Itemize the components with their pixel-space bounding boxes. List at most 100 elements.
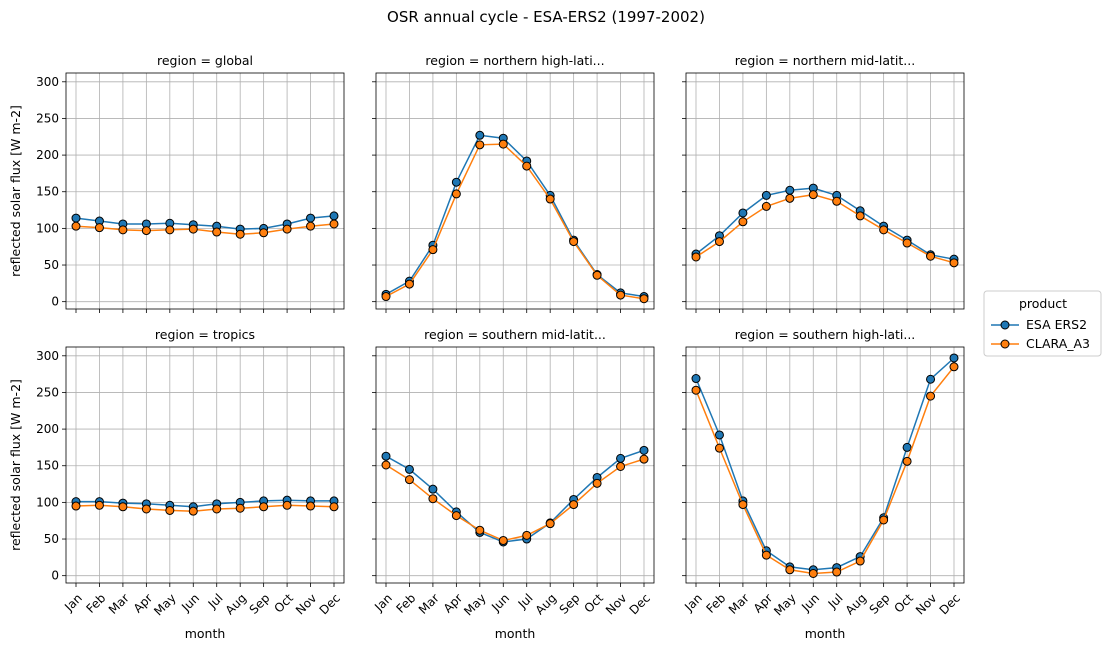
x-tick-label: Jun (488, 591, 512, 615)
x-tick-label: Mar (726, 591, 752, 617)
data-point-clara-a3 (738, 217, 748, 227)
data-point-clara-a3 (329, 219, 339, 229)
data-point-esa-ers2 (329, 211, 339, 221)
x-tick-label: Jan (61, 591, 85, 615)
x-tick-label: May (771, 591, 798, 618)
data-point-clara-a3 (475, 525, 485, 535)
data-point-clara-a3 (306, 501, 316, 511)
legend-esa-ers2-marker (1000, 320, 1010, 330)
x-tick-label: May (151, 591, 178, 618)
data-point-clara-a3 (902, 238, 912, 248)
x-tick-label: Nov (293, 591, 319, 617)
panel-title: region = southern mid-latit... (424, 327, 606, 342)
data-point-clara-a3 (832, 196, 842, 206)
y-tick-label: 300 (36, 349, 59, 363)
data-point-clara-a3 (616, 290, 626, 300)
data-point-clara-a3 (404, 279, 414, 289)
data-point-clara-a3 (522, 161, 532, 171)
x-tick-label: Dec (937, 591, 963, 617)
x-tick-label: Sep (557, 591, 583, 617)
x-tick-label: Dec (317, 591, 343, 617)
data-point-esa-ers2 (616, 453, 626, 463)
axes-frame (375, 346, 655, 584)
data-point-clara-a3 (832, 567, 842, 577)
data-point-clara-a3 (381, 292, 391, 302)
y-tick-label: 150 (36, 459, 59, 473)
data-point-esa-ers2 (639, 445, 649, 455)
data-point-esa-ers2 (428, 484, 438, 494)
data-point-esa-ers2 (761, 190, 771, 200)
data-point-clara-a3 (428, 245, 438, 255)
y-tick-label: 200 (36, 422, 59, 436)
x-tick-label: Nov (603, 591, 629, 617)
data-point-esa-ers2 (714, 430, 724, 440)
panel-4: region = tropics 0 50 100 150 200 250 300 JanFeb… (8, 327, 345, 641)
data-point-clara-a3 (498, 535, 508, 545)
data-point-clara-a3 (212, 227, 222, 237)
data-point-clara-a3 (616, 461, 626, 471)
x-tick-label: Apr (131, 591, 156, 616)
data-point-clara-a3 (141, 226, 151, 236)
panel-1: region = global 0 50 100 150 200 250 300 reflect… (8, 53, 345, 313)
legend-title: product (1019, 296, 1067, 311)
data-point-clara-a3 (282, 224, 292, 234)
data-point-esa-ers2 (381, 451, 391, 461)
panel-3: region = northern mid-latit... (682, 53, 965, 313)
data-point-clara-a3 (259, 502, 269, 512)
data-point-clara-a3 (545, 519, 555, 529)
y-tick-label: 100 (36, 495, 59, 509)
x-tick-label: Feb (83, 591, 108, 616)
y-tick-label: 100 (36, 221, 59, 235)
data-point-clara-a3 (545, 194, 555, 204)
data-point-clara-a3 (94, 500, 104, 510)
data-point-clara-a3 (949, 258, 959, 268)
data-point-clara-a3 (71, 501, 81, 511)
data-point-clara-a3 (855, 211, 865, 221)
data-point-clara-a3 (808, 190, 818, 200)
data-point-clara-a3 (926, 251, 936, 261)
x-tick-label: Mar (106, 591, 132, 617)
data-point-clara-a3 (282, 500, 292, 510)
data-point-clara-a3 (691, 252, 701, 262)
series-line-esa-ers2 (75, 215, 335, 230)
chart-title: OSR annual cycle - ESA-ERS2 (1997-2002) (387, 8, 705, 26)
x-tick-label: Aug (223, 591, 249, 617)
x-tick-label: Oct (581, 591, 606, 616)
x-tick-label: Mar (416, 591, 442, 617)
series-line-clara-a3 (385, 143, 645, 300)
data-point-clara-a3 (902, 456, 912, 466)
data-point-esa-ers2 (926, 374, 936, 384)
series-line-esa-ers2 (385, 449, 645, 543)
data-point-clara-a3 (259, 228, 269, 238)
series-line-clara-a3 (75, 504, 335, 512)
data-point-esa-ers2 (451, 177, 461, 187)
data-point-esa-ers2 (691, 374, 701, 384)
panel-6: region = southern high-lati...JanFebMarA… (681, 327, 965, 641)
axes-frame (685, 346, 965, 584)
data-point-clara-a3 (94, 223, 104, 233)
y-tick-label: 250 (36, 385, 59, 399)
x-axis-label: month (185, 626, 226, 641)
x-tick-label: Sep (867, 591, 893, 617)
y-axis-label: reflected solar flux [W m-2] (8, 105, 23, 277)
data-point-clara-a3 (451, 189, 461, 199)
data-point-clara-a3 (949, 362, 959, 372)
y-tick-label: 300 (36, 75, 59, 89)
x-tick-label: Jun (178, 591, 202, 615)
panel-title: region = tropics (155, 327, 255, 342)
data-point-esa-ers2 (785, 185, 795, 195)
x-tick-label: Nov (913, 591, 939, 617)
x-tick-label: Apr (441, 591, 466, 616)
x-tick-label: Sep (247, 591, 273, 617)
data-point-esa-ers2 (949, 353, 959, 363)
data-point-clara-a3 (785, 565, 795, 575)
data-point-esa-ers2 (404, 464, 414, 474)
x-axis-label: month (495, 626, 536, 641)
y-axis-label: reflected solar flux [W m-2] (8, 379, 23, 551)
x-tick-label: Aug (843, 591, 869, 617)
data-point-clara-a3 (188, 224, 198, 234)
data-point-clara-a3 (212, 504, 222, 514)
y-tick-label: 50 (44, 532, 59, 546)
panel-title: region = northern mid-latit... (735, 53, 915, 68)
